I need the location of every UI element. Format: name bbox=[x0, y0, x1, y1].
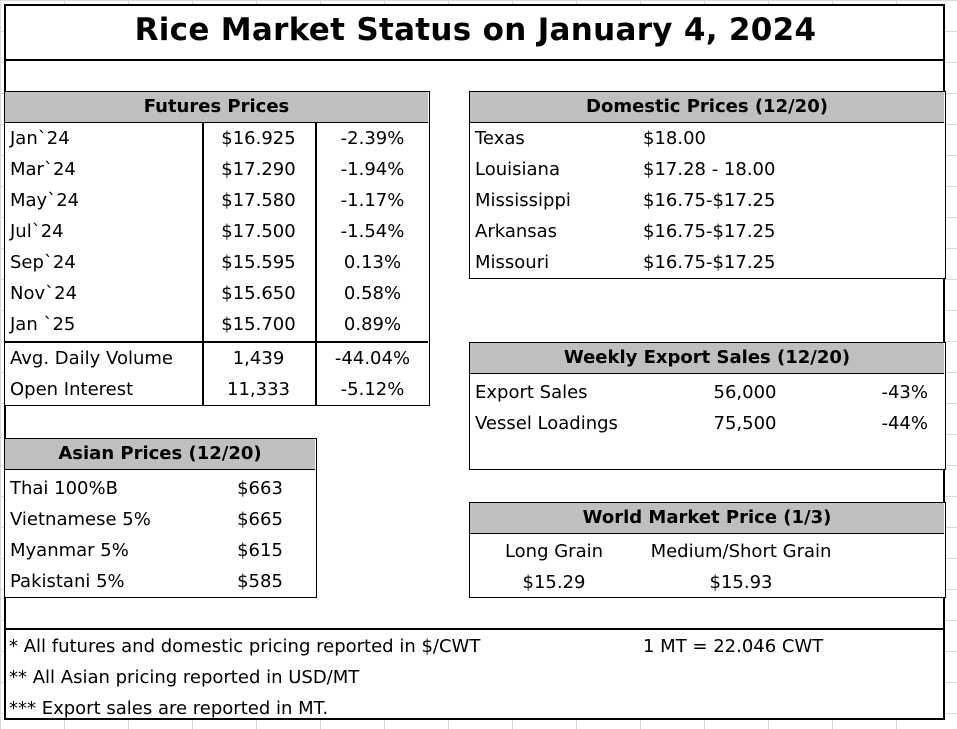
futures-open-interest-value: 11,333 bbox=[227, 379, 290, 400]
futures-volume-change: -44.04% bbox=[334, 348, 411, 369]
asian-prices-header: Asian Prices (12/20) bbox=[5, 439, 315, 470]
asian-label: Vietnamese 5% bbox=[10, 509, 151, 530]
futures-col-divider-2 bbox=[315, 123, 317, 405]
notes-divider bbox=[4, 628, 945, 630]
futures-month: Jan`24 bbox=[10, 128, 70, 149]
asian-price: $663 bbox=[237, 478, 283, 499]
world-price-header: World Market Price (1/3) bbox=[470, 503, 944, 534]
asian-label: Thai 100%B bbox=[10, 478, 118, 499]
futures-summary-divider bbox=[5, 341, 428, 343]
futures-change: -1.94% bbox=[340, 159, 405, 180]
futures-price: $17.290 bbox=[221, 159, 296, 180]
futures-price: $17.500 bbox=[221, 221, 296, 242]
domestic-table: Domestic Prices (12/20) Texas $18.00 Louis… bbox=[469, 91, 946, 279]
export-sales-header: Weekly Export Sales (12/20) bbox=[470, 343, 944, 374]
futures-price: $15.650 bbox=[221, 283, 296, 304]
long-grain-label: Long Grain bbox=[504, 541, 604, 562]
domestic-price: $16.75-$17.25 bbox=[643, 190, 776, 211]
export-change: -44% bbox=[881, 413, 928, 434]
medium-grain-label: Medium/Short Grain bbox=[650, 541, 832, 562]
futures-month: May`24 bbox=[10, 190, 80, 211]
note-export-units: *** Export sales are reported in MT. bbox=[9, 698, 329, 719]
long-grain-price: $15.29 bbox=[522, 572, 586, 593]
futures-month: Sep`24 bbox=[10, 252, 76, 273]
note-conversion: 1 MT = 22.046 CWT bbox=[643, 636, 824, 657]
futures-open-interest-change: -5.12% bbox=[340, 379, 405, 400]
futures-header: Futures Prices bbox=[5, 92, 428, 123]
futures-change: 0.58% bbox=[343, 283, 402, 304]
futures-volume-label: Avg. Daily Volume bbox=[10, 348, 173, 369]
futures-change: 0.89% bbox=[343, 314, 402, 335]
note-futures-units: * All futures and domestic pricing repor… bbox=[9, 636, 481, 657]
futures-change: 0.13% bbox=[343, 252, 402, 273]
medium-grain-price: $15.93 bbox=[709, 572, 773, 593]
futures-price: $16.925 bbox=[221, 128, 296, 149]
futures-price: $17.580 bbox=[221, 190, 296, 211]
futures-month: Nov`24 bbox=[10, 283, 78, 304]
futures-change: -2.39% bbox=[340, 128, 405, 149]
asian-price: $665 bbox=[237, 509, 283, 530]
title-divider bbox=[4, 59, 945, 61]
futures-month: Mar`24 bbox=[10, 159, 76, 180]
domestic-state: Arkansas bbox=[475, 221, 558, 242]
domestic-state: Texas bbox=[475, 128, 525, 149]
asian-prices-table: Asian Prices (12/20) Thai 100%B $663 Vietn… bbox=[4, 438, 317, 598]
domestic-state: Louisiana bbox=[475, 159, 560, 180]
domestic-price: $16.75-$17.25 bbox=[643, 252, 776, 273]
futures-change: -1.54% bbox=[340, 221, 405, 242]
futures-price: $15.595 bbox=[221, 252, 296, 273]
export-change: -43% bbox=[881, 382, 928, 403]
futures-open-interest-label: Open Interest bbox=[10, 379, 134, 400]
futures-volume-value: 1,439 bbox=[232, 348, 285, 369]
domestic-state: Mississippi bbox=[475, 190, 571, 211]
domestic-price: $17.28 - 18.00 bbox=[643, 159, 776, 180]
futures-month: Jul`24 bbox=[10, 221, 64, 242]
asian-price: $585 bbox=[237, 571, 283, 592]
futures-table: Futures Prices Jan`24 $16.925 -2.39% Mar`24… bbox=[4, 91, 430, 406]
domestic-state: Missouri bbox=[475, 252, 550, 273]
export-value: 75,500 bbox=[713, 413, 777, 434]
asian-label: Pakistani 5% bbox=[10, 571, 125, 592]
futures-month: Jan `25 bbox=[10, 314, 76, 335]
export-label: Vessel Loadings bbox=[475, 413, 618, 434]
note-asian-units: ** All Asian pricing reported in USD/MT bbox=[9, 667, 360, 688]
domestic-price: $18.00 bbox=[643, 128, 706, 149]
world-price-table: World Market Price (1/3) Long Grain Medi… bbox=[469, 502, 946, 598]
asian-price: $615 bbox=[237, 540, 283, 561]
page-title: Rice Market Status on January 4, 2024 bbox=[134, 12, 817, 48]
export-sales-table: Weekly Export Sales (12/20) Export Sales… bbox=[469, 342, 946, 470]
domestic-header: Domestic Prices (12/20) bbox=[470, 92, 944, 123]
domestic-price: $16.75-$17.25 bbox=[643, 221, 776, 242]
futures-col-divider-1 bbox=[202, 123, 204, 405]
futures-change: -1.17% bbox=[340, 190, 405, 211]
asian-label: Myanmar 5% bbox=[10, 540, 129, 561]
export-value: 56,000 bbox=[713, 382, 777, 403]
export-label: Export Sales bbox=[475, 382, 588, 403]
futures-price: $15.700 bbox=[221, 314, 296, 335]
